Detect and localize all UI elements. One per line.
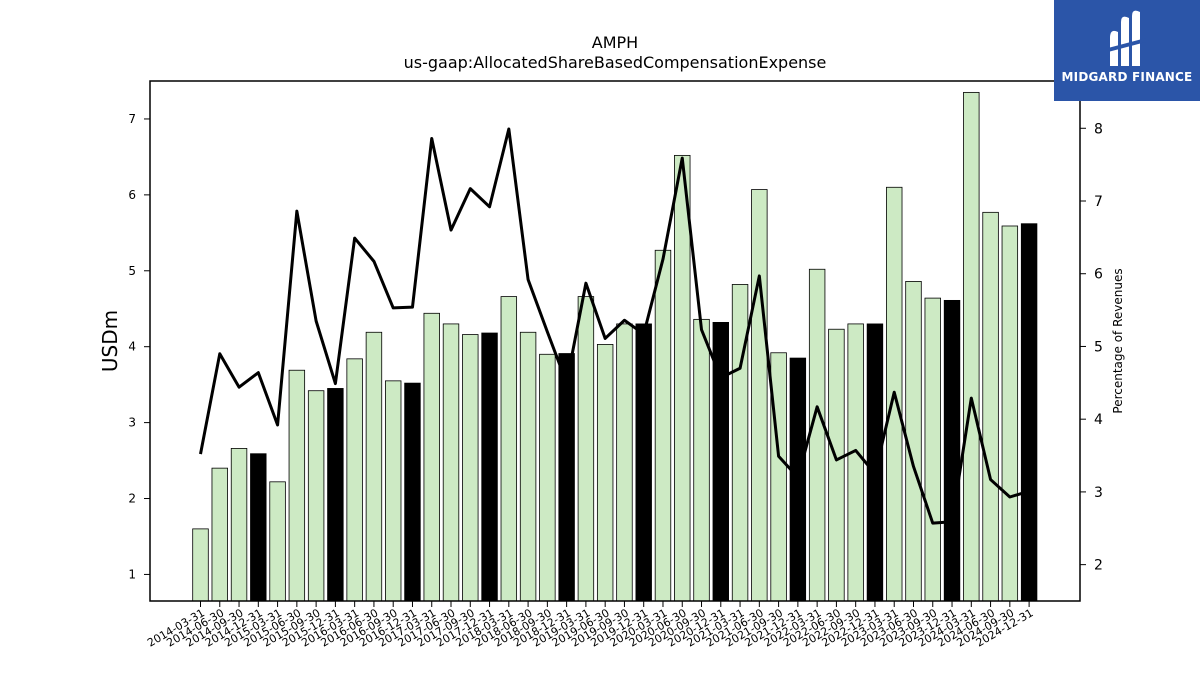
bar-2021-09-30 <box>770 352 787 602</box>
y-axis-label: USDm <box>98 310 122 372</box>
bar-2020-03-31 <box>654 249 672 602</box>
chart-title: AMPH <box>592 33 638 52</box>
bar-2017-06-30 <box>442 323 460 602</box>
bar-2018-09-30 <box>539 353 556 602</box>
bar-2019-03-31 <box>577 296 595 602</box>
y-tick-label: 3 <box>128 416 136 430</box>
percentage-line <box>199 127 1030 525</box>
y2-tick-label: 6 <box>1094 267 1103 283</box>
bar-2017-09-30 <box>462 334 479 602</box>
bar-2016-06-30 <box>365 331 383 602</box>
y2-tick-label: 4 <box>1094 412 1103 428</box>
bar-2023-12-31 <box>943 299 961 602</box>
bar-2015-06-30 <box>288 369 306 602</box>
bar-2023-09-30 <box>924 297 941 602</box>
bar-2017-12-31 <box>481 332 498 602</box>
bar-2022-06-30 <box>828 328 845 602</box>
bar-2024-12-31 <box>1020 223 1038 602</box>
bar-2016-03-31 <box>346 358 363 602</box>
bar-2024-03-31 <box>963 91 980 602</box>
bar-2020-09-30 <box>693 318 710 602</box>
bar-2019-09-30 <box>616 323 633 602</box>
bar-2019-06-30 <box>596 344 614 602</box>
bar-2018-06-30 <box>519 331 537 602</box>
y-tick-label: 7 <box>128 112 136 126</box>
bar-2024-06-30 <box>982 211 999 602</box>
bar-2022-03-31 <box>808 268 826 602</box>
y-tick-label: 2 <box>128 492 136 506</box>
bar-2016-09-30 <box>384 380 402 602</box>
bar-2018-12-31 <box>558 353 575 602</box>
bar-2019-12-31 <box>635 323 652 602</box>
bar-2021-03-31 <box>731 284 749 602</box>
y-tick-label: 5 <box>128 264 136 278</box>
bar-2022-09-30 <box>847 323 864 602</box>
plot-frame <box>149 80 1081 602</box>
y2-tick-label: 2 <box>1094 558 1103 574</box>
bar-2024-09-30 <box>1001 225 1019 602</box>
bar-2021-12-31 <box>789 357 807 602</box>
bar-2015-12-31 <box>327 388 344 602</box>
bar-2020-06-30 <box>674 154 691 602</box>
brand-name: MIDGARD FINANCE <box>1061 70 1193 84</box>
y2-tick-label: 7 <box>1094 194 1103 210</box>
y-tick-label: 4 <box>128 340 136 354</box>
y2-tick-label: 8 <box>1094 121 1103 137</box>
bar-2021-06-30 <box>751 189 768 602</box>
y2-tick-label: 3 <box>1094 485 1103 501</box>
bar-series <box>192 91 1038 602</box>
bar-2016-12-31 <box>404 382 421 602</box>
bar-2014-06-30 <box>211 467 228 602</box>
y-tick-label: 1 <box>128 567 136 581</box>
bar-2015-03-31 <box>269 481 286 602</box>
y2-axis-label: Percentage of Revenues <box>1111 268 1125 413</box>
bar-2014-12-31 <box>250 453 267 602</box>
bar-2014-03-31 <box>192 528 209 602</box>
midgard-logo-icon <box>1108 10 1146 67</box>
bar-2017-03-31 <box>423 312 440 602</box>
x-axis: 2014-03-312014-06-302014-09-302014-12-31… <box>145 601 1036 650</box>
y-axis-right: 2 3 4 5 6 7 8 <box>1080 121 1103 574</box>
line-series <box>199 127 1030 525</box>
y2-tick-label: 5 <box>1094 339 1103 355</box>
bar-2015-09-30 <box>307 390 325 602</box>
bar-2022-12-31 <box>866 323 884 602</box>
y-tick-label: 6 <box>128 188 136 202</box>
y-axis-left: 1 2 3 4 5 6 7 <box>128 112 150 581</box>
bar-2018-03-31 <box>500 296 518 602</box>
bar-2014-09-30 <box>230 448 248 602</box>
chart-subtitle: us-gaap:AllocatedShareBasedCompensationE… <box>404 53 827 72</box>
brand-logo: MIDGARD FINANCE <box>1054 0 1200 101</box>
